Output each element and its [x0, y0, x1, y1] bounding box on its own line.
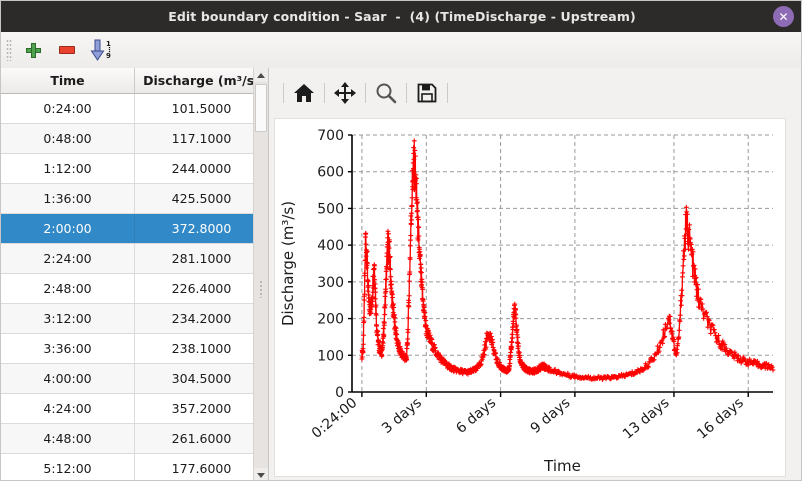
sort-order-digits: 1 ⋮ 9	[106, 40, 113, 60]
cell-discharge[interactable]: 117.1000	[171, 131, 232, 146]
home-icon	[294, 84, 314, 102]
x-tick-label: 3 days	[379, 395, 425, 437]
table-row[interactable]: 0:24:00 101.5000	[1, 94, 268, 124]
move-arrows-icon	[334, 82, 356, 104]
x-tick-label: 0:24:00	[309, 395, 361, 442]
toolbar-grip[interactable]	[6, 39, 12, 61]
magnifier-icon	[376, 83, 397, 104]
table-header-row: Time Discharge (m³/s)	[1, 68, 268, 94]
table-row[interactable]: 1:12:00 244.0000	[1, 154, 268, 184]
cell-discharge[interactable]: 238.1000	[171, 341, 232, 356]
cell-discharge[interactable]: 177.6000	[171, 461, 232, 476]
sort-digit-top: 1	[106, 40, 111, 48]
table-row[interactable]: 2:24:00 281.1000	[1, 244, 268, 274]
window-title: Edit boundary condition - Saar - (4) (Ti…	[168, 9, 636, 24]
y-tick-label: 400	[317, 238, 344, 254]
table-row[interactable]: 5:12:00 177.6000	[1, 454, 268, 480]
cell-time[interactable]: 3:36:00	[1, 334, 135, 363]
scroll-down-arrow-icon[interactable]	[254, 468, 268, 480]
x-axis-label: Time	[543, 457, 581, 475]
y-axis-label: Discharge (m³/s)	[279, 201, 297, 326]
cell-discharge[interactable]: 226.4000	[171, 281, 232, 296]
table-row[interactable]: 1:36:00 425.5000	[1, 184, 268, 214]
close-icon[interactable]: ✕	[773, 6, 794, 27]
cell-time[interactable]: 3:12:00	[1, 304, 135, 333]
data-line	[361, 140, 774, 382]
window-titlebar: Edit boundary condition - Saar - (4) (Ti…	[1, 1, 801, 32]
cell-time[interactable]: 0:48:00	[1, 124, 135, 153]
table-body: 0:24:00 101.5000 0:48:00 117.1000 1:12:00 244…	[1, 94, 268, 480]
x-tick-label: 9 days	[528, 395, 574, 437]
chart-canvas[interactable]: 0 100 200 300 400 500 600 700 0:24:00 3 days 6 day…	[274, 118, 786, 477]
cell-time[interactable]: 4:24:00	[1, 394, 135, 423]
column-header-discharge[interactable]: Discharge (m³/s)	[143, 73, 260, 88]
cell-time[interactable]: 2:48:00	[1, 274, 135, 303]
chart-pane: 0 100 200 300 400 500 600 700 0:24:00 3 days 6 day…	[269, 68, 801, 480]
data-table-pane: Time Discharge (m³/s) 0:24:00 101.5000 0:4…	[1, 68, 269, 480]
x-tick-label: 16 days	[694, 395, 747, 443]
main-toolbar: 1 ⋮ 9	[1, 32, 801, 69]
table-row[interactable]: 4:00:00 304.5000	[1, 364, 268, 394]
y-tick-label: 0	[335, 385, 344, 401]
scrollbar-grip-dots	[259, 280, 263, 298]
cell-discharge[interactable]: 281.1000	[171, 251, 232, 266]
cell-time[interactable]: 5:12:00	[1, 454, 135, 480]
down-arrow-icon	[90, 39, 105, 61]
zoom-button[interactable]	[370, 78, 402, 108]
y-tick-label: 700	[317, 128, 344, 144]
sort-ascending-icon: 1 ⋮ 9	[90, 39, 113, 61]
table-row[interactable]: 0:48:00 117.1000	[1, 124, 268, 154]
main-content: Time Discharge (m³/s) 0:24:00 101.5000 0:4…	[1, 68, 801, 480]
column-header-time[interactable]: Time	[1, 68, 135, 93]
scrollbar-track[interactable]	[254, 82, 268, 468]
cell-discharge[interactable]: 425.5000	[171, 191, 232, 206]
cell-discharge[interactable]: 357.2000	[171, 401, 232, 416]
add-row-button[interactable]	[16, 35, 50, 65]
data-markers	[359, 138, 776, 382]
table-row[interactable]: 3:12:00 234.2000	[1, 304, 268, 334]
discharge-time-plot: 0 100 200 300 400 500 600 700 0:24:00 3 days 6 day…	[279, 128, 776, 475]
cell-time[interactable]: 2:00:00	[1, 214, 135, 243]
cell-time[interactable]: 2:24:00	[1, 244, 135, 273]
chart-toolbar	[269, 68, 801, 118]
x-tick-label: 6 days	[453, 395, 499, 437]
table-vertical-scrollbar[interactable]	[253, 68, 268, 480]
pan-button[interactable]	[329, 78, 361, 108]
cell-discharge[interactable]: 372.8000	[171, 221, 232, 236]
save-button[interactable]	[411, 78, 443, 108]
floppy-disk-icon	[417, 83, 437, 103]
scroll-up-arrow-icon[interactable]	[254, 68, 268, 82]
table-row[interactable]: 2:00:00 372.8000	[1, 214, 268, 244]
plus-icon	[25, 42, 41, 58]
remove-row-button[interactable]	[50, 35, 84, 65]
cell-time[interactable]: 4:00:00	[1, 364, 135, 393]
table-row[interactable]: 3:36:00 238.1000	[1, 334, 268, 364]
cell-time[interactable]: 0:24:00	[1, 94, 135, 123]
cell-time[interactable]: 1:36:00	[1, 184, 135, 213]
cell-time[interactable]: 1:12:00	[1, 154, 135, 183]
scrollbar-thumb[interactable]	[255, 84, 267, 132]
table-row[interactable]: 2:48:00 226.4000	[1, 274, 268, 304]
cell-time[interactable]: 4:48:00	[1, 424, 135, 453]
table-row[interactable]: 4:48:00 261.6000	[1, 424, 268, 454]
cell-discharge[interactable]: 244.0000	[171, 161, 232, 176]
home-button[interactable]	[288, 78, 320, 108]
cell-discharge[interactable]: 234.2000	[171, 311, 232, 326]
minus-icon	[59, 46, 75, 54]
sort-digit-bottom: 9	[106, 52, 111, 60]
close-icon-glyph: ✕	[778, 9, 789, 24]
y-tick-label: 500	[317, 201, 344, 217]
x-tick-label: 13 days	[620, 395, 673, 443]
y-tick-label: 100	[317, 348, 344, 364]
cell-discharge[interactable]: 261.6000	[171, 431, 232, 446]
table-row[interactable]: 4:24:00 357.2000	[1, 394, 268, 424]
cell-discharge[interactable]: 101.5000	[171, 101, 232, 116]
cell-discharge[interactable]: 304.5000	[171, 371, 232, 386]
sort-ascending-button[interactable]: 1 ⋮ 9	[84, 35, 118, 65]
y-tick-label: 600	[317, 165, 344, 181]
y-tick-label: 300	[317, 275, 344, 291]
y-tick-label: 200	[317, 312, 344, 328]
